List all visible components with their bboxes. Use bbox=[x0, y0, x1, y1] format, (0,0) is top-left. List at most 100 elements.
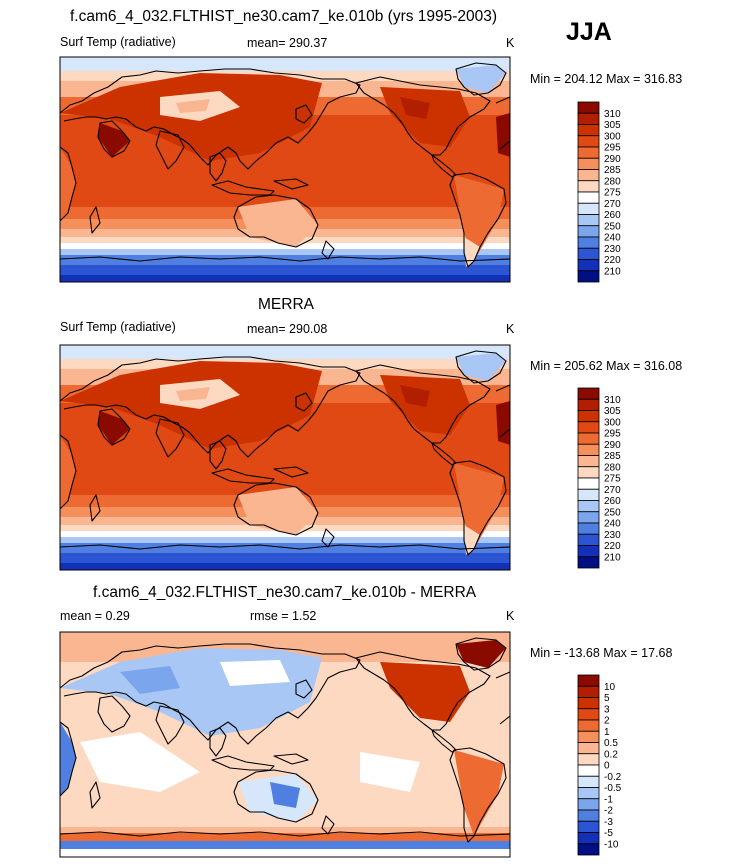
colorbar2-swatch bbox=[577, 533, 600, 546]
colorbar1-tick-label: 290 bbox=[604, 154, 621, 165]
colorbar2-tick-label: 210 bbox=[604, 552, 621, 563]
colorbar1-tick-label: 260 bbox=[604, 210, 621, 221]
colorbar1-swatch bbox=[577, 146, 600, 159]
colorbar1-tick-label: 285 bbox=[604, 165, 621, 176]
panel3-mean: mean = 0.29 bbox=[60, 609, 130, 623]
colorbar2-tick-label: 275 bbox=[604, 474, 621, 485]
colorbar1-tick-label: 310 bbox=[604, 109, 621, 120]
colorbar2-swatch bbox=[577, 398, 600, 411]
colorbar3-tick-label: -5 bbox=[604, 828, 613, 839]
colorbar1-swatch bbox=[577, 191, 600, 204]
panel1-mean: mean= 290.37 bbox=[247, 36, 328, 50]
colorbar3-tick-label: 10 bbox=[604, 682, 616, 693]
colorbar3-tick-label: -3 bbox=[604, 817, 613, 828]
colorbar1-tick-label: 295 bbox=[604, 143, 621, 154]
colorbar1-swatch bbox=[577, 101, 600, 114]
colorbar3-tick-label: 0 bbox=[604, 761, 610, 772]
colorbar1-swatch bbox=[577, 270, 600, 283]
colorbar2-tick-label: 230 bbox=[604, 530, 621, 541]
colorbar1-swatch bbox=[577, 180, 600, 193]
colorbar3-tick-label: -0.2 bbox=[604, 772, 622, 783]
season-label: JJA bbox=[566, 18, 612, 46]
colorbar1-swatch bbox=[577, 214, 600, 227]
colorbar-panel2: 3103053002952902852802752702602502402302… bbox=[577, 387, 621, 569]
colorbar2-swatch bbox=[577, 421, 600, 434]
colorbar1-tick-label: 280 bbox=[604, 176, 621, 187]
panel2-title: MERRA bbox=[258, 296, 314, 313]
colorbar1-swatch bbox=[577, 169, 600, 182]
panel3-map bbox=[59, 631, 511, 858]
colorbar1-tick-label: 300 bbox=[604, 131, 621, 142]
colorbar3-swatch bbox=[577, 764, 600, 777]
colorbar2-tick-label: 270 bbox=[604, 485, 621, 496]
panel2-variable: Surf Temp (radiative) bbox=[60, 320, 176, 334]
panel2-minmax: Min = 205.62 Max = 316.08 bbox=[530, 359, 683, 373]
colorbar1-swatch bbox=[577, 135, 600, 148]
colorbar1-swatch bbox=[577, 202, 600, 215]
colorbar3-swatch bbox=[577, 775, 600, 788]
colorbar2-tick-label: 310 bbox=[604, 395, 621, 406]
colorbar3-swatch bbox=[577, 742, 600, 755]
colorbar2-swatch bbox=[577, 443, 600, 456]
panel2-mean: mean= 290.08 bbox=[247, 322, 328, 336]
colorbar1-tick-label: 230 bbox=[604, 244, 621, 255]
colorbar1-swatch bbox=[577, 236, 600, 249]
colorbar3-tick-label: 3 bbox=[604, 704, 610, 715]
colorbar1-tick-label: 270 bbox=[604, 199, 621, 210]
colorbar2-swatch bbox=[577, 545, 600, 558]
colorbar1-tick-label: 220 bbox=[604, 255, 621, 266]
colorbar3-swatch bbox=[577, 798, 600, 811]
colorbar3-tick-label: 1 bbox=[604, 727, 610, 738]
colorbar2-swatch bbox=[577, 455, 600, 468]
colorbar2-swatch bbox=[577, 410, 600, 423]
panel2-units: K bbox=[506, 322, 515, 336]
panel2-map bbox=[59, 344, 511, 571]
colorbar2-tick-label: 285 bbox=[604, 451, 621, 462]
colorbar3-swatch bbox=[577, 843, 600, 856]
colorbar3-tick-label: 0.2 bbox=[604, 749, 618, 760]
colorbar1-tick-label: 250 bbox=[604, 221, 621, 232]
colorbar3-tick-label: -2 bbox=[604, 806, 613, 817]
colorbar2-tick-label: 260 bbox=[604, 496, 621, 507]
colorbar3-tick-label: 5 bbox=[604, 693, 610, 704]
colorbar2-tick-label: 295 bbox=[604, 429, 621, 440]
colorbar2-tick-label: 250 bbox=[604, 507, 621, 518]
colorbar1-swatch bbox=[577, 124, 600, 137]
colorbar2-swatch bbox=[577, 477, 600, 490]
colorbar3-swatch bbox=[577, 787, 600, 800]
colorbar2-swatch bbox=[577, 488, 600, 501]
colorbar-panel1: 3103053002952902852802752702602502402302… bbox=[577, 101, 621, 283]
panel1-map bbox=[59, 56, 511, 283]
colorbar3-swatch bbox=[577, 730, 600, 743]
panel3-units: K bbox=[506, 609, 515, 623]
colorbar3-tick-label: 0.5 bbox=[604, 738, 618, 749]
panel1-units: K bbox=[506, 36, 515, 50]
colorbar3-swatch bbox=[577, 708, 600, 721]
colorbar3-tick-label: -1 bbox=[604, 794, 613, 805]
colorbar1-swatch bbox=[577, 259, 600, 272]
colorbar2-swatch bbox=[577, 511, 600, 524]
colorbar2-swatch bbox=[577, 500, 600, 513]
colorbar3-swatch bbox=[577, 719, 600, 732]
colorbar1-swatch bbox=[577, 225, 600, 238]
colorbar3-swatch bbox=[577, 753, 600, 766]
colorbar2-tick-label: 240 bbox=[604, 519, 621, 530]
colorbar2-swatch bbox=[577, 522, 600, 535]
colorbar2-tick-label: 280 bbox=[604, 462, 621, 473]
colorbar2-swatch bbox=[577, 466, 600, 479]
colorbar2-swatch bbox=[577, 432, 600, 445]
colorbar3-swatch bbox=[577, 685, 600, 698]
colorbar1-tick-label: 210 bbox=[604, 266, 621, 277]
colorbar1-tick-label: 305 bbox=[604, 120, 621, 131]
colorbar2-tick-label: 290 bbox=[604, 440, 621, 451]
colorbar1-swatch bbox=[577, 112, 600, 125]
panel1-title: f.cam6_4_032.FLTHIST_ne30.cam7_ke.010b (… bbox=[70, 8, 498, 25]
colorbar2-swatch bbox=[577, 387, 600, 400]
colorbar3-tick-label: 2 bbox=[604, 716, 610, 727]
panel1-variable: Surf Temp (radiative) bbox=[60, 35, 176, 49]
panel3-minmax: Min = -13.68 Max = 17.68 bbox=[530, 646, 673, 660]
colorbar3-tick-label: -0.5 bbox=[604, 783, 622, 794]
panel3-title: f.cam6_4_032.FLTHIST_ne30.cam7_ke.010b -… bbox=[93, 584, 477, 601]
